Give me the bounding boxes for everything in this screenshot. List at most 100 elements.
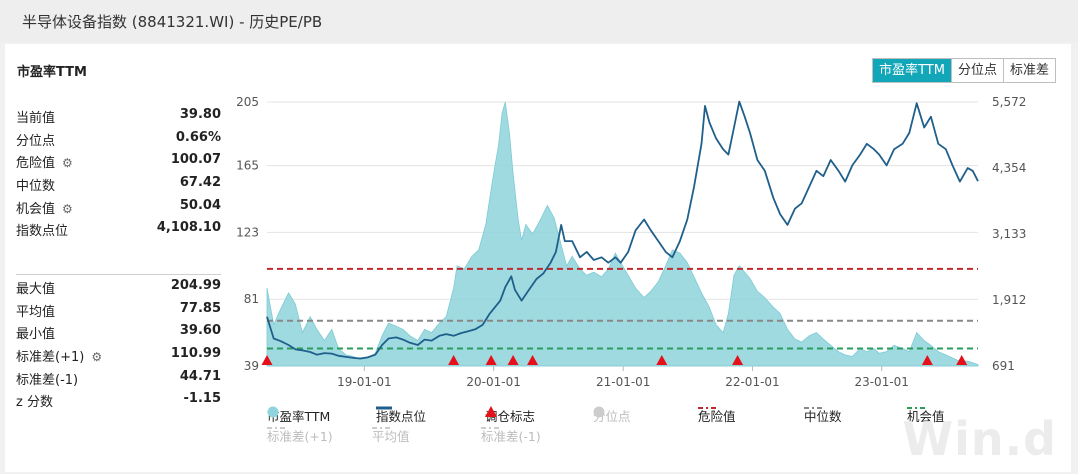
legend-item-chance[interactable]: 机会值 (907, 406, 945, 425)
title-bar: 半导体设备指数 (8841321.WI) - 历史PE/PB (0, 0, 1078, 42)
tab-percentile[interactable]: 分位点 (950, 59, 1003, 82)
rebalance-marker (956, 355, 968, 365)
gear-icon[interactable]: ⚙ (62, 156, 73, 171)
stats-history: 最大值 204.99 平均值 77.85 最小值 39.60 标准差(+1) ⚙ 110.… (16, 275, 221, 411)
legend-label: 调仓标志 (485, 409, 536, 424)
x-tick-label: 23-01-01 (854, 375, 908, 389)
section-title: 市盈率TTM (17, 65, 87, 80)
line-icon (376, 406, 392, 410)
gear-icon[interactable]: ⚙ (91, 350, 103, 365)
dash-icon (804, 407, 822, 409)
rebalance-marker (485, 355, 497, 365)
legend-item-percentile[interactable]: 分位点 (593, 406, 631, 425)
stat-row: 指数点位 4,108.10 (16, 217, 221, 240)
y-left-tick-label: 165 (236, 159, 259, 173)
stat-row: z 分数 -1.15 (16, 388, 221, 411)
stat-value: 77.85 (179, 300, 221, 316)
stat-row: 标准差(-1) 44.71 (16, 366, 221, 389)
stat-value: 39.60 (179, 323, 221, 339)
x-tick-label: 21-01-01 (596, 375, 650, 389)
stat-value: 204.99 (170, 278, 221, 293)
stat-row: 平均值 77.85 (16, 298, 221, 321)
rebalance-marker (261, 355, 273, 365)
stat-label: 机会值 ⚙ (16, 198, 73, 217)
dash-icon (907, 407, 925, 409)
stat-label: z 分数 (16, 395, 53, 411)
legend-label: 中位数 (804, 409, 842, 424)
stat-label: 指数点位 (16, 224, 69, 240)
stat-label: 标准差(-1) (16, 372, 79, 388)
y-right-tick-label: 3,133 (992, 227, 1026, 241)
y-left-tick-label: 123 (236, 225, 259, 239)
stat-label-text: 标准差(+1) (16, 350, 85, 366)
stat-value: 100.07 (170, 152, 221, 168)
y-left-tick-label: 81 (244, 292, 259, 306)
metric-tabs: 市盈率TTM 分位点 标准差 (872, 58, 1056, 83)
x-tick-label: 22-01-01 (725, 375, 779, 389)
y-right-tick-label: 5,572 (992, 95, 1026, 109)
legend-item-pe-ttm[interactable]: 市盈率TTM (267, 406, 330, 425)
legend-item-median[interactable]: 中位数 (804, 406, 842, 425)
legend-item-index[interactable]: 指数点位 (376, 406, 426, 425)
stat-label: 中位数 (16, 179, 56, 195)
stat-value: 110.99 (170, 346, 221, 362)
rebalance-marker (527, 355, 539, 365)
legend-row: 市盈率TTM 指数点位 调仓标志 分位点 危险值 中位数 机会值 (267, 406, 1027, 426)
index-level-line (266, 100, 979, 360)
stat-label: 最大值 (16, 282, 56, 297)
legend-label: 标准差(-1) (481, 429, 541, 444)
y-left-tick-label: 39 (244, 359, 259, 373)
legend-item-rebalance[interactable]: 调仓标志 (485, 406, 535, 425)
legend-item-std-minus[interactable]: 标准差(-1) (481, 426, 541, 445)
reference-lines (267, 267, 978, 350)
legend-item-average[interactable]: 平均值 (372, 426, 410, 445)
dash-icon (698, 407, 716, 409)
legend-row: 标准差(+1) 平均值 标准差(-1) (267, 426, 1027, 446)
dash-icon (372, 427, 390, 429)
legend-label: 机会值 (907, 409, 945, 424)
circle-icon (267, 406, 279, 418)
y-right-tick-label: 4,354 (992, 161, 1026, 175)
stat-value: -1.15 (183, 391, 221, 407)
legend-label: 平均值 (372, 429, 410, 444)
rebalance-marker (448, 355, 460, 365)
stat-label-text: 机会值 (16, 201, 56, 217)
chart-axes: 205 165 123 81 39 5,572 4,354 3,133 1,91… (236, 95, 1026, 389)
legend-label: 标准差(+1) (267, 429, 333, 444)
x-tick-label: 20-01-01 (466, 375, 520, 389)
x-tick-label: 19-01-01 (337, 375, 391, 389)
stat-value: 39.80 (179, 107, 221, 122)
stat-row: 最小值 39.60 (16, 320, 221, 343)
stat-label: 平均值 (16, 304, 56, 320)
rebalance-marker (507, 355, 519, 365)
tab-pe-ttm[interactable]: 市盈率TTM (873, 59, 951, 82)
stat-row: 分位点 0.66% (16, 127, 221, 150)
rebalance-marker (732, 355, 744, 365)
y-left-tick-label: 205 (236, 95, 259, 109)
wind-watermark: Win.d (902, 412, 1057, 466)
stat-value: 50.04 (179, 197, 221, 213)
stat-row: 当前值 39.80 (16, 104, 221, 127)
dash-icon (267, 427, 285, 429)
valuation-chart: 205 165 123 81 39 5,572 4,354 3,133 1,91… (236, 95, 1026, 389)
rebalance-markers (261, 355, 968, 365)
stat-row: 最大值 204.99 (16, 275, 221, 298)
stats-current: 当前值 39.80 分位点 0.66% 危险值 ⚙ 100.07 中位数 67.42 机会… (16, 104, 221, 240)
stat-label: 标准差(+1) ⚙ (16, 346, 102, 365)
stat-row: 危险值 ⚙ 100.07 (16, 149, 221, 172)
stat-row: 标准差(+1) ⚙ 110.99 (16, 343, 221, 366)
legend-label: 市盈率TTM (267, 409, 331, 424)
legend-label: 指数点位 (376, 409, 427, 424)
tab-std-dev[interactable]: 标准差 (1002, 59, 1055, 82)
legend-item-std-plus[interactable]: 标准差(+1) (267, 426, 333, 445)
triangle-icon (485, 406, 497, 417)
dash-icon (481, 427, 499, 429)
rebalance-marker (656, 355, 668, 365)
rebalance-marker (921, 355, 933, 365)
stat-value: 0.66% (175, 129, 221, 145)
legend-item-danger[interactable]: 危险值 (698, 406, 736, 425)
gear-icon[interactable]: ⚙ (62, 201, 73, 216)
pe-ttm-area (266, 101, 979, 367)
stat-row: 中位数 67.42 (16, 172, 221, 195)
